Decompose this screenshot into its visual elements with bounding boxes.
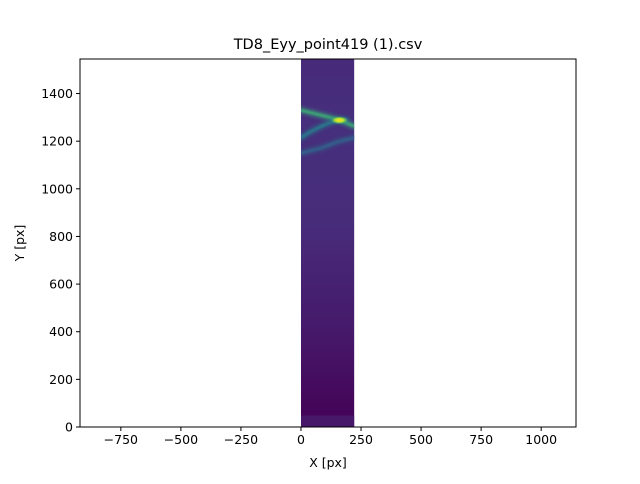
- y-axis: 0 200 400 600 800 1000 1200 1400: [41, 86, 80, 435]
- y-tick-label: 600: [49, 277, 73, 292]
- x-axis-label: X [px]: [309, 455, 347, 470]
- x-axis: −750 −500 −250 0 250 500 750 1000: [104, 427, 557, 447]
- y-tick-label: 0: [65, 420, 73, 435]
- x-tick-label: 500: [409, 432, 433, 447]
- heatmap-bottom-band: [300, 415, 355, 427]
- y-tick-label: 400: [49, 324, 73, 339]
- x-tick-label: 0: [297, 432, 305, 447]
- y-axis-label: Y [px]: [12, 225, 27, 263]
- y-tick-label: 1200: [41, 134, 73, 149]
- heatmap-feature-3: [300, 136, 355, 155]
- x-tick-label: 1000: [525, 432, 557, 447]
- plot-frame: [79, 58, 577, 428]
- x-tick-label: 750: [469, 432, 493, 447]
- x-tick-label: 250: [349, 432, 373, 447]
- plot-area: [79, 58, 577, 428]
- x-tick-label: −500: [164, 432, 198, 447]
- y-tick-label: 1400: [41, 86, 73, 101]
- heatmap-hotspot: [330, 116, 349, 125]
- y-tick-label: 200: [49, 372, 73, 387]
- y-tick-label: 1000: [41, 181, 73, 196]
- chart-title: TD8_Eyy_point419 (1).csv: [233, 37, 423, 53]
- x-tick-label: −250: [224, 432, 258, 447]
- x-tick-label: −750: [104, 432, 138, 447]
- y-tick-label: 800: [49, 229, 73, 244]
